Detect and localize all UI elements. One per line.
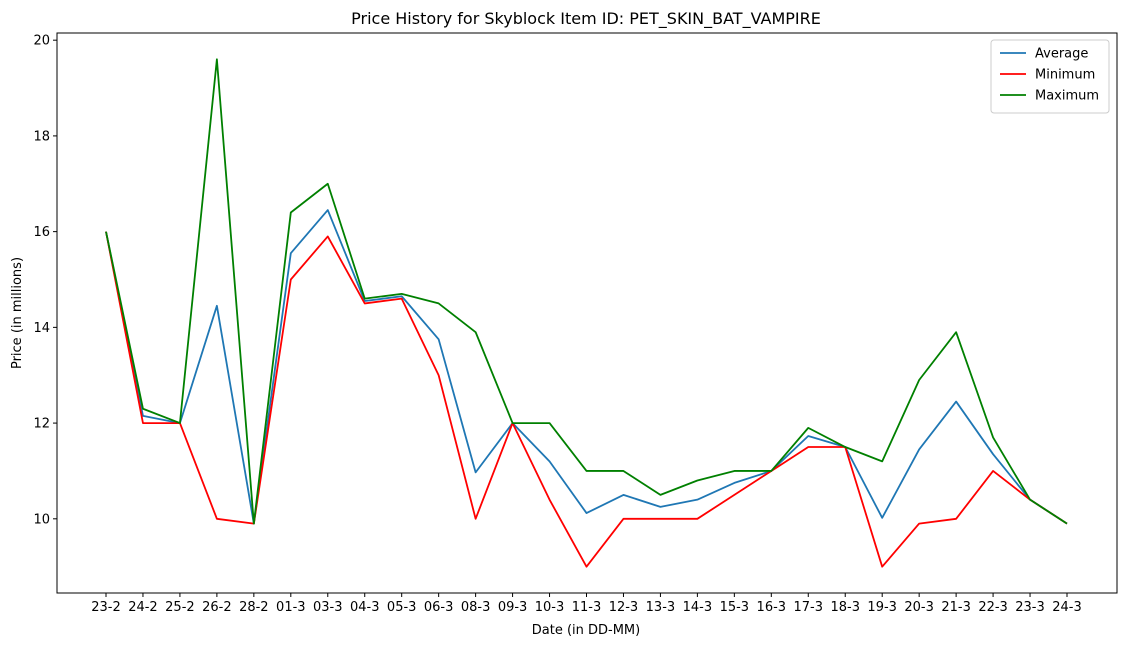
y-tick-label: 18 (33, 129, 50, 144)
x-tick-label: 05-3 (387, 600, 417, 615)
series-minimum (105, 231, 1068, 568)
legend-label-minimum: Minimum (1035, 68, 1095, 83)
plot-area-frame (56, 32, 1118, 594)
x-tick-label: 23-3 (1015, 600, 1045, 615)
x-tick-label: 08-3 (461, 600, 491, 615)
x-tick-label: 04-3 (350, 600, 380, 615)
x-tick-label: 22-3 (978, 600, 1008, 615)
x-tick-label: 06-3 (424, 600, 454, 615)
legend: Average Minimum Maximum (990, 39, 1110, 114)
legend-label-average: Average (1035, 47, 1088, 62)
x-tick-label: 24-2 (128, 600, 158, 615)
y-tick-label: 20 (33, 34, 50, 49)
chart-title: Price History for Skyblock Item ID: PET_… (351, 9, 821, 29)
x-tick-label: 20-3 (904, 600, 934, 615)
series-line-maximum (105, 58, 1068, 525)
x-axis-label: Date (in DD-MM) (532, 623, 640, 638)
x-tick-label: 15-3 (720, 600, 750, 615)
x-tick-label: 13-3 (646, 600, 676, 615)
x-tick-label: 11-3 (572, 600, 602, 615)
series-maximum (105, 58, 1068, 525)
legend-label-maximum: Maximum (1035, 89, 1099, 104)
x-tick-label: 24-3 (1052, 600, 1082, 615)
x-tick-label: 01-3 (276, 600, 306, 615)
x-axis: 23-2 24-2 25-2 26-2 28-2 01-3 03-3 04-3 05-3 06-3… (91, 593, 1082, 615)
y-tick-label: 14 (33, 321, 50, 336)
x-tick-label: 16-3 (757, 600, 787, 615)
x-tick-label: 09-3 (498, 600, 528, 615)
x-tick-label: 14-3 (683, 600, 713, 615)
y-tick-label: 12 (33, 417, 50, 432)
series-line-minimum (105, 231, 1068, 568)
x-tick-label: 23-2 (91, 600, 121, 615)
x-tick-label: 26-2 (202, 600, 232, 615)
y-tick-label: 10 (33, 512, 50, 527)
series-lines (105, 58, 1068, 568)
x-tick-label: 19-3 (867, 600, 897, 615)
y-axis-label: Price (in millions) (10, 257, 25, 369)
y-axis: 10 12 14 16 18 20 (33, 34, 57, 527)
x-tick-label: 18-3 (830, 600, 860, 615)
x-tick-label: 03-3 (313, 600, 343, 615)
y-tick-label: 16 (33, 225, 50, 240)
x-tick-label: 12-3 (609, 600, 639, 615)
x-tick-label: 17-3 (794, 600, 824, 615)
x-tick-label: 10-3 (535, 600, 565, 615)
series-line-average (105, 209, 1068, 525)
series-average (105, 209, 1068, 525)
x-tick-label: 21-3 (941, 600, 971, 615)
x-tick-label: 28-2 (239, 600, 269, 615)
x-tick-label: 25-2 (165, 600, 195, 615)
